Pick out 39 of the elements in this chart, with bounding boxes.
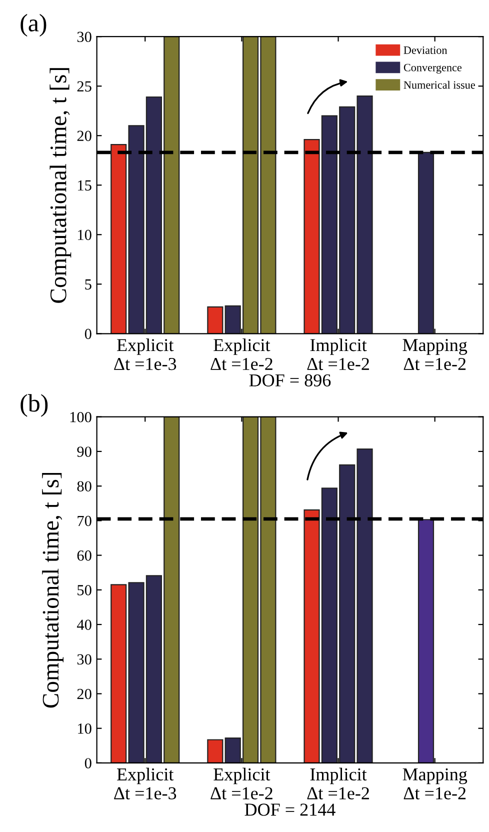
legend-label: Numerical issue [404, 80, 475, 89]
bar [418, 519, 434, 763]
y-tick-label: 20 [77, 688, 92, 700]
bar [418, 152, 434, 334]
y-tick-label: 10 [78, 230, 92, 240]
x-axis-title: DOF = 896 [249, 374, 331, 386]
x-tick-label: Explicit Δt =1e-2 [210, 338, 272, 370]
y-tick-label: 80 [77, 481, 92, 492]
x-axis-title: DOF = 2144 [244, 804, 336, 816]
x-tick-label: Explicit Δt =1e-2 [210, 768, 272, 800]
x-tick-label: Implicit Δt =1e-2 [307, 338, 369, 370]
y-axis-title: Computational time, t [s] [42, 472, 64, 708]
x-tick-label: Mapping Δt =1e-2 [402, 339, 468, 370]
chart-title: (a) [20, 14, 46, 37]
y-tick-label: 50 [78, 585, 92, 596]
x-tick-label: Implicit Δt =1e-2 [307, 768, 369, 800]
y-tick-label: 30 [77, 654, 92, 665]
y-tick-label: 25 [77, 81, 92, 92]
bar [207, 306, 224, 334]
y-tick-label: 40 [76, 620, 92, 630]
y-tick-label: 10 [78, 723, 92, 734]
x-tick-label: Explicit Δt =1e-3 [114, 338, 176, 370]
legend-label: Convergence [404, 64, 462, 74]
y-tick-label: 30 [77, 32, 92, 42]
legend-label: Deviation [404, 46, 448, 54]
y-tick-label: 15 [78, 180, 92, 191]
y-tick-label: 0 [84, 328, 92, 340]
y-tick-label: 60 [77, 550, 92, 561]
y-tick-label: 5 [85, 279, 92, 290]
bar [207, 739, 224, 763]
y-tick-label: 90 [77, 446, 92, 457]
y-tick-label: 70 [78, 516, 92, 526]
y-tick-label: 20 [77, 130, 92, 142]
y-tick-label: 0 [84, 758, 92, 768]
y-tick-label: 100 [70, 412, 92, 422]
x-tick-label: Explicit Δt =1e-3 [114, 768, 176, 800]
x-tick-label: Mapping Δt =1e-2 [402, 768, 468, 800]
chart-title: (b) [20, 394, 48, 417]
y-axis-title: Computational time, t [s] [50, 68, 72, 303]
